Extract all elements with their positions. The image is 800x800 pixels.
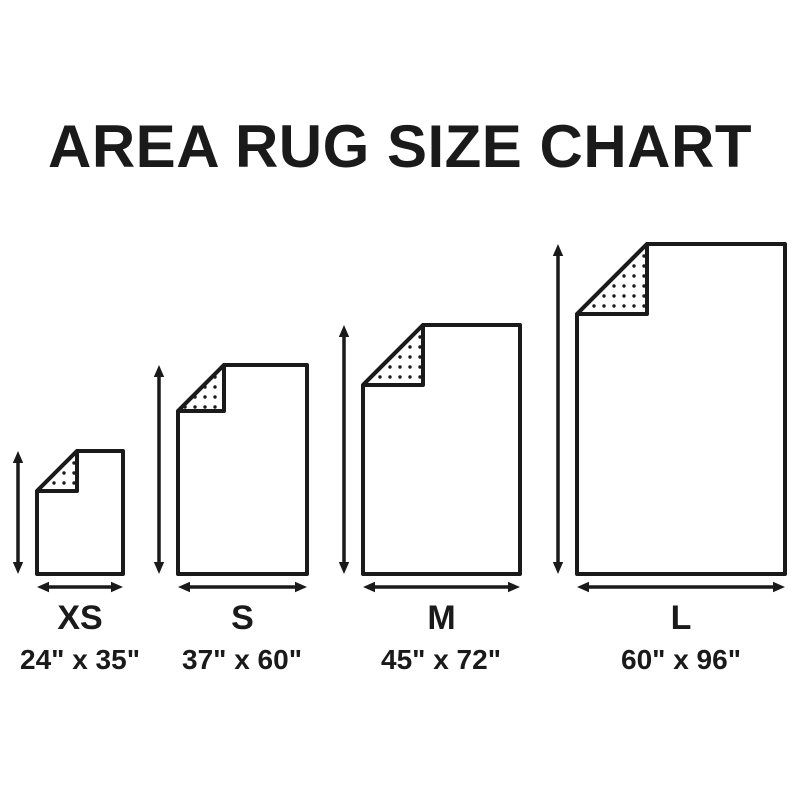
- width-arrow-icon: [37, 581, 123, 593]
- width-arrow-icon: [577, 581, 785, 593]
- rug-outline: [35, 449, 125, 576]
- height-arrow-icon: [153, 365, 165, 574]
- size-dimensions-m: 45" x 72": [381, 644, 501, 675]
- folded-corner-icon: [176, 363, 226, 413]
- rug-group-l: [549, 241, 790, 597]
- page-title: AREA RUG SIZE CHART: [48, 113, 752, 180]
- rug-group-xs: [9, 448, 128, 597]
- size-dimensions-xs: 24" x 35": [20, 644, 140, 675]
- rug-group-s: [150, 362, 312, 597]
- folded-corner-icon: [361, 323, 425, 387]
- rug-l-illustration: [552, 242, 787, 593]
- height-arrow-icon: [552, 244, 564, 574]
- rug-s-illustration: [153, 363, 309, 593]
- height-arrow-icon: [12, 451, 24, 574]
- size-label-l: L: [670, 599, 692, 637]
- rug-group-m: [335, 322, 525, 597]
- rug-xs-illustration: [12, 449, 125, 593]
- folded-corner-icon: [575, 242, 649, 316]
- width-arrow-icon: [178, 581, 307, 593]
- size-label-m: M: [427, 599, 456, 637]
- size-label-s: S: [231, 599, 254, 637]
- size-dimensions-s: 37" x 60": [182, 644, 302, 675]
- height-arrow-icon: [338, 325, 350, 574]
- width-arrow-icon: [363, 581, 520, 593]
- size-dimensions-l: 60" x 96": [621, 644, 741, 675]
- folded-corner-icon: [35, 449, 79, 493]
- rug-m-illustration: [338, 323, 522, 593]
- size-label-xs: XS: [57, 599, 103, 637]
